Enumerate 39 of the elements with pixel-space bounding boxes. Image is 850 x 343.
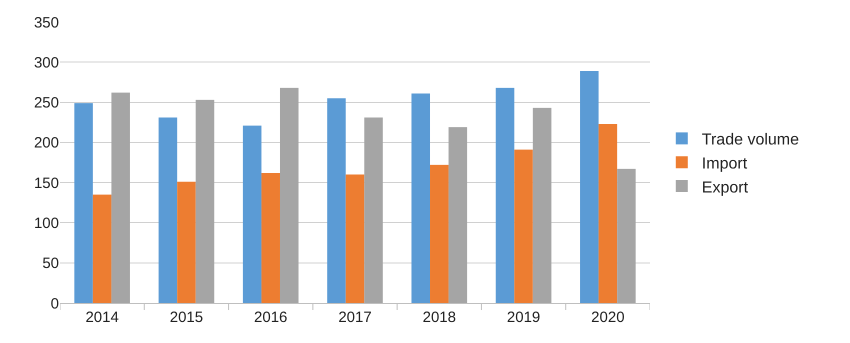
y-tick-label: 150 bbox=[34, 174, 59, 192]
bar bbox=[177, 182, 196, 303]
y-tick-label: 200 bbox=[34, 134, 59, 152]
y-tick-label: 250 bbox=[34, 94, 59, 112]
x-tick-label: 2016 bbox=[254, 309, 288, 326]
bar bbox=[514, 150, 533, 303]
bar bbox=[430, 164, 449, 303]
bar bbox=[448, 127, 468, 303]
x-tick-label: 2014 bbox=[85, 309, 119, 326]
bar bbox=[111, 92, 130, 303]
legend-label: Export bbox=[702, 179, 749, 196]
bar bbox=[411, 93, 430, 303]
bar bbox=[364, 118, 383, 303]
x-tick-label: 2017 bbox=[338, 309, 372, 326]
bar bbox=[158, 118, 178, 303]
y-tick-label: 50 bbox=[42, 255, 59, 272]
legend-label: Trade volume bbox=[702, 132, 800, 149]
bar bbox=[598, 124, 618, 303]
bar bbox=[242, 126, 262, 303]
bar bbox=[496, 88, 514, 303]
bar bbox=[196, 100, 214, 303]
bar bbox=[261, 172, 280, 303]
y-tick-label: 300 bbox=[34, 54, 59, 72]
x-tick-label: 2020 bbox=[591, 309, 625, 326]
x-tick-label: 2015 bbox=[170, 309, 204, 326]
bar bbox=[346, 174, 364, 303]
bar bbox=[74, 103, 93, 303]
x-tick-label: 2018 bbox=[422, 309, 456, 326]
bar bbox=[92, 194, 112, 303]
x-tick-label: 2019 bbox=[506, 309, 540, 326]
bar bbox=[580, 70, 599, 303]
y-tick-label: 0 bbox=[50, 295, 59, 312]
y-tick-label: 350 bbox=[34, 14, 59, 32]
legend-label: Import bbox=[702, 155, 748, 172]
y-tick-label: 100 bbox=[34, 214, 59, 232]
bar bbox=[617, 168, 636, 303]
bar bbox=[327, 98, 346, 303]
bar bbox=[532, 108, 552, 303]
bar bbox=[280, 88, 299, 303]
